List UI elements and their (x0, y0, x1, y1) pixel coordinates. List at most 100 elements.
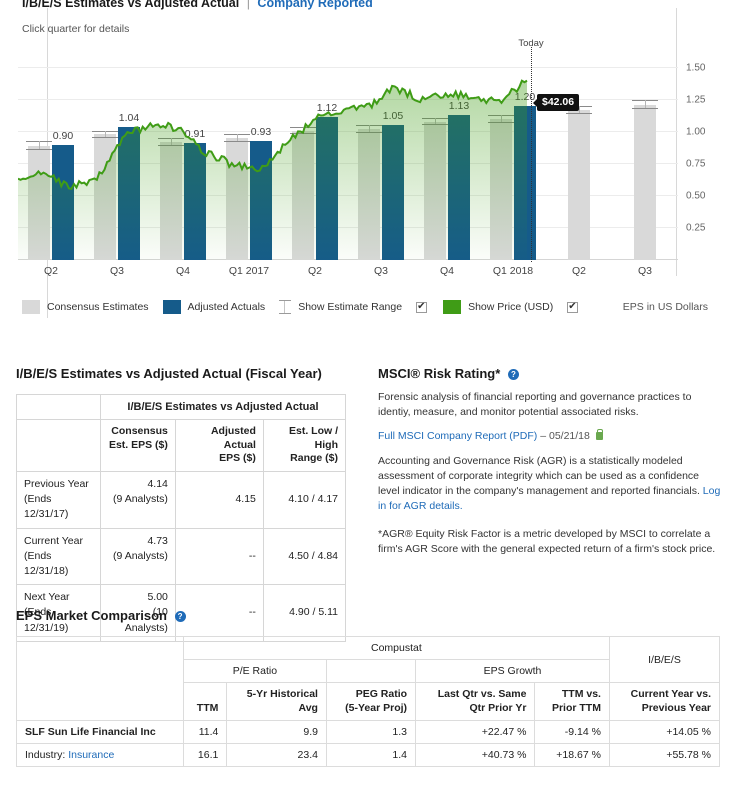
row1-last-qtr: +40.73 % (415, 743, 536, 768)
col-last-qtr: Last Qtr vs. Same Qtr Prior Yr (415, 681, 536, 722)
col-peg-line2: (5-Year Proj) (345, 701, 408, 714)
row0-actual: 4.15 (174, 470, 264, 529)
col-current-year-vs: Current Year vs. Previous Year (608, 681, 721, 722)
lock-icon (595, 429, 604, 441)
estimate-range-swatch (279, 299, 292, 315)
row0-range: 4.10 / 4.17 (262, 470, 347, 529)
chart-right-border (676, 8, 677, 276)
col-actual-line2: EPS ($) (219, 452, 256, 465)
msci-risk-rating-section: MSCI® Risk Rating* ? Forensic analysis o… (378, 366, 723, 557)
row-industry-name: Industry: Insurance (16, 743, 184, 768)
help-icon[interactable]: ? (507, 369, 519, 380)
group-header-estimates: I/B/E/S Estimates vs Adjusted Actual (99, 394, 347, 420)
bar-value-label: 1.12 (316, 101, 338, 114)
msci-intro: Forensic analysis of financial reporting… (378, 391, 692, 419)
chart-gridline (18, 98, 678, 100)
x-axis-tick-label[interactable]: Q2 (307, 265, 323, 277)
show-price-checkbox[interactable] (567, 301, 579, 313)
msci-heading-text: MSCI® Risk Rating* (378, 366, 501, 381)
eps-market-comparison-section: EPS Market Comparison ? Compustat I/B/E/… (16, 608, 726, 768)
row0-analysts: (9 Analysts) (113, 493, 168, 506)
col-lastqtr-line1: Last Qtr vs. Same (437, 688, 527, 700)
col-peg-line1: PEG Ratio (355, 688, 408, 700)
col-5yr-line1: 5-Yr Historical (246, 688, 318, 700)
col-consensus-eps: Consensus Est. EPS ($) (99, 419, 176, 472)
x-axis-tick-label[interactable]: Q3 (109, 265, 125, 277)
company-reported-link[interactable]: Company Reported (257, 0, 373, 10)
corner-cell-2 (16, 419, 101, 472)
row0-peg: 1.3 (325, 720, 417, 745)
x-axis-tick-label[interactable]: Q3 (373, 265, 389, 277)
chart-header: I/B/E/S Estimates vs Adjusted Actual | C… (22, 0, 373, 10)
row1-ttm: 16.1 (182, 743, 228, 768)
estimate-range-whisker (632, 99, 658, 109)
market-header-row: TTM 5-Yr Historical Avg PEG Ratio (5-Yea… (17, 681, 721, 722)
consensus-estimate-bar[interactable] (568, 110, 590, 260)
x-axis-tick-label[interactable]: Q2 (571, 265, 587, 277)
y-axis-tick-label: 0.75 (686, 158, 706, 170)
chart-legend: Consensus Estimates Adjusted Actuals Sho… (22, 292, 722, 322)
legend-consensus-label: Consensus Estimates (47, 301, 149, 313)
col-curyr-line2: Previous Year (641, 701, 711, 714)
today-marker-line (531, 47, 532, 262)
industry-prefix: Industry: (25, 749, 66, 762)
eps-chart-panel: I/B/E/S Estimates vs Adjusted Actual | C… (0, 0, 737, 330)
x-axis-tick-label[interactable]: Q3 (637, 265, 653, 277)
middle-section: I/B/E/S Estimates vs Adjusted Actual (Fi… (0, 366, 737, 642)
col-adjusted-actual: Adjusted Actual EPS ($) (174, 419, 264, 472)
fiscal-estimates-section: I/B/E/S Estimates vs Adjusted Actual (Fi… (16, 366, 364, 642)
x-axis-tick-label[interactable]: Q1 2018 (492, 265, 534, 277)
agr-login-link[interactable]: Log in for AGR details. (378, 485, 721, 513)
chart-plot-area[interactable]: 0.901.040.910.931.121.051.131.20 (18, 55, 678, 260)
col-ttmvs-line1: TTM vs. (561, 688, 601, 700)
row0-consensus: 4.14 (9 Analysts) (99, 470, 176, 529)
row2-label2: (Ends 12/31/19) (24, 606, 69, 634)
msci-footnote: *AGR® Equity Risk Factor is a metric dev… (378, 527, 716, 555)
col-consensus-line2: Est. EPS ($) (108, 438, 168, 451)
current-price-flag: $42.06 (532, 94, 580, 111)
full-msci-report-link[interactable]: Full MSCI Company Report (PDF) (378, 430, 538, 443)
market-heading-text: EPS Market Comparison (16, 608, 167, 623)
y-axis-tick-label: 0.50 (686, 190, 706, 202)
row-label-previous-year: Previous Year (Ends 12/31/17) (16, 470, 101, 529)
estimate-range-whisker (224, 134, 250, 143)
price-area-fill (18, 80, 527, 260)
legend-show-price-label: Show Price (USD) (468, 301, 554, 313)
col-curyr-line1: Current Year vs. (630, 688, 711, 700)
row2-consensus-value: 5.00 (147, 591, 168, 604)
consensus-estimate-bar[interactable] (634, 104, 656, 260)
row-label-current-year: Current Year (Ends 12/31/18) (16, 527, 101, 586)
x-axis-tick-label[interactable]: Q2 (43, 265, 59, 277)
fiscal-estimates-heading: I/B/E/S Estimates vs Adjusted Actual (Fi… (16, 366, 322, 381)
chart-title-separator: | (246, 0, 250, 10)
today-marker-label: Today (518, 38, 544, 49)
row2-analysts: (10 Analysts) (124, 606, 168, 634)
col-ttmvs-line2: Prior TTM (551, 701, 601, 714)
eps-units-note: EPS in US Dollars (622, 301, 708, 313)
row2-consensus: 5.00 (10 Analysts) (99, 584, 176, 642)
msci-agr-text: Accounting and Governance Risk (AGR) is … (378, 454, 723, 515)
row1-actual: -- (174, 527, 264, 586)
row1-range: 4.50 / 4.84 (262, 527, 347, 586)
col-est-range: Est. Low / High Range ($) (262, 419, 347, 472)
x-axis-tick-label[interactable]: Q1 2017 (228, 265, 270, 277)
industry-link[interactable]: Insurance (68, 749, 115, 762)
col-range-line2: Range ($) (290, 452, 338, 465)
x-axis-tick-label[interactable]: Q4 (175, 265, 191, 277)
col-5yr-avg: 5-Yr Historical Avg (226, 681, 327, 722)
x-axis-tick-label[interactable]: Q4 (439, 265, 455, 277)
row1-ttm-vs: +18.67 % (534, 743, 610, 768)
col-5yr-line2: Avg (298, 701, 318, 714)
click-quarter-hint: Click quarter for details (22, 23, 130, 35)
show-estimate-range-checkbox[interactable] (416, 301, 428, 313)
row0-consensus-value: 4.14 (147, 477, 168, 490)
col-ttm-vs-prior: TTM vs. Prior TTM (534, 681, 610, 722)
legend-actuals-label: Adjusted Actuals (187, 301, 266, 313)
row0-avg5yr: 9.9 (226, 720, 327, 745)
col-consensus-line1: Consensus (111, 425, 168, 437)
msci-heading: MSCI® Risk Rating* ? (378, 366, 723, 381)
table-header-group-row: I/B/E/S Estimates vs Adjusted Actual (16, 394, 347, 420)
row0-cur-year: +14.05 % (608, 720, 721, 745)
help-icon[interactable]: ? (174, 611, 186, 622)
msci-report-line: Full MSCI Company Report (PDF) – 05/21/1… (378, 429, 723, 444)
